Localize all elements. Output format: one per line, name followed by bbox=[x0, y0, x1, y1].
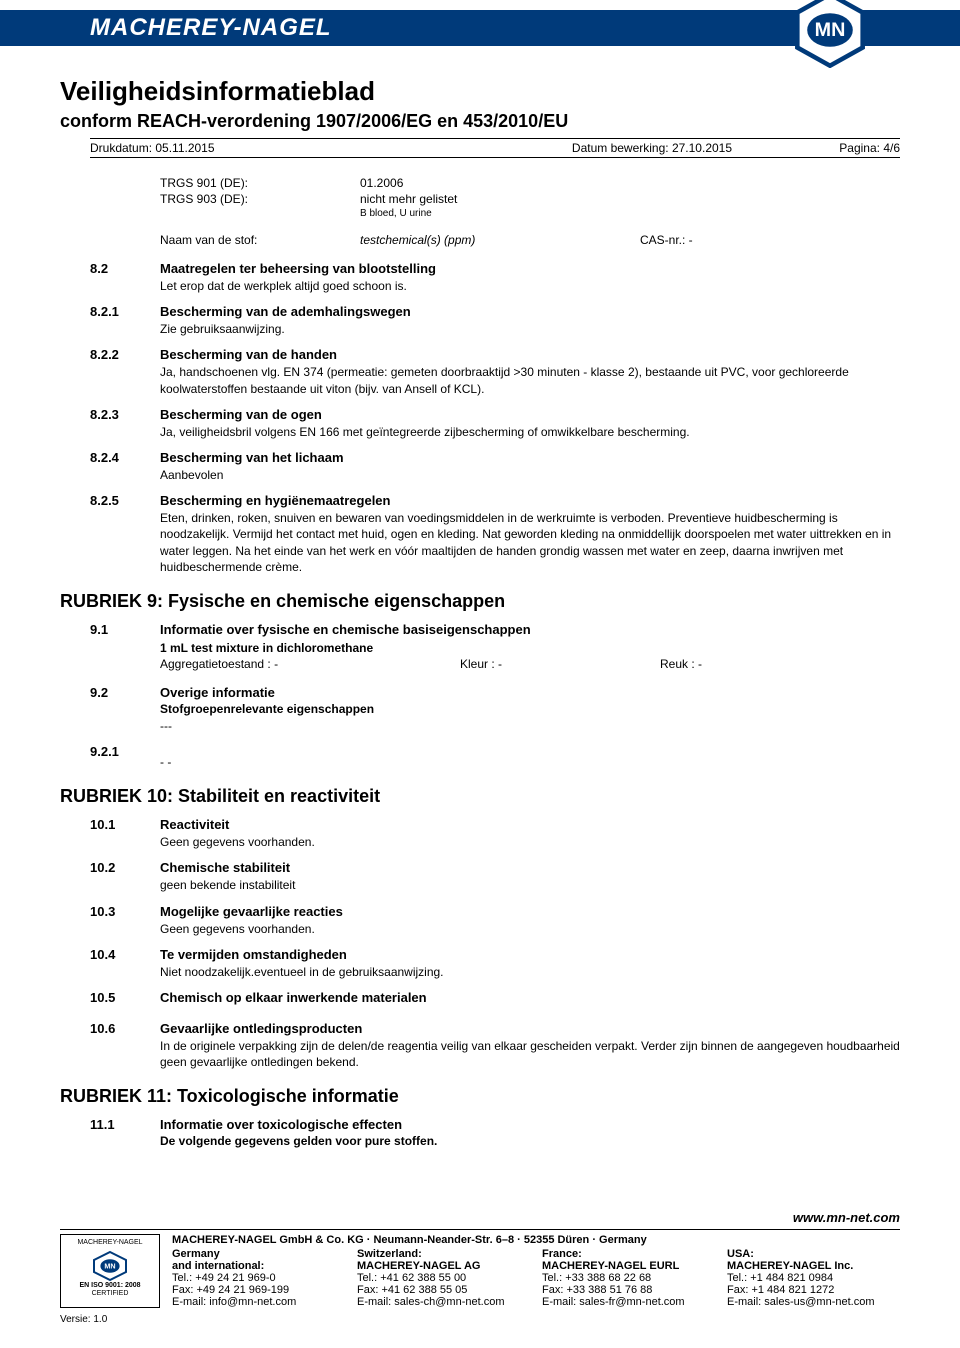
section-10-5: 10.5 Chemisch op elkaar inwerkende mater… bbox=[90, 990, 900, 1007]
page-number: Pagina: 4/6 bbox=[839, 141, 900, 155]
brand-name: MACHEREY-NAGEL bbox=[0, 14, 332, 42]
section-10-2: 10.2 Chemische stabiliteit geen bekende … bbox=[90, 860, 900, 893]
substance-label: Naam van de stof: bbox=[160, 233, 360, 247]
footer-grid: MACHEREY-NAGEL MN EN ISO 9001: 2008 CERT… bbox=[60, 1234, 900, 1308]
substance-cas: CAS-nr.: - bbox=[640, 233, 900, 247]
substance-value: testchemical(s) (ppm) bbox=[360, 233, 640, 247]
section-8-2-2: 8.2.2 Bescherming van de handen Ja, hand… bbox=[90, 347, 900, 396]
header-band: MACHEREY-NAGEL MN bbox=[0, 10, 960, 46]
footer-col: Germany and international: Tel.: +49 24 … bbox=[172, 1248, 345, 1308]
trgs901-label: TRGS 901 (DE): bbox=[160, 176, 360, 190]
rubriek-9-heading: RUBRIEK 9: Fysische en chemische eigensc… bbox=[60, 591, 900, 612]
trgs903-label: TRGS 903 (DE): bbox=[160, 192, 360, 206]
company-line: MACHEREY-NAGEL GmbH & Co. KG · Neumann-N… bbox=[172, 1234, 900, 1246]
section-10-4: 10.4 Te vermijden omstandigheden Niet no… bbox=[90, 947, 900, 980]
section-9-2-1: 9.2.1 - - bbox=[90, 744, 900, 770]
version-label: Versie: 1.0 bbox=[60, 1314, 930, 1325]
doc-subtitle: conform REACH-verordening 1907/2006/EG e… bbox=[60, 111, 930, 132]
section-10-3: 10.3 Mogelijke gevaarlijke reacties Geen… bbox=[90, 904, 900, 937]
doc-title: Veiligheidsinformatieblad bbox=[60, 76, 930, 107]
footer-col: USA: MACHEREY-NAGEL Inc. Tel.: +1 484 82… bbox=[727, 1248, 900, 1308]
trgs-block: TRGS 901 (DE): 01.2006 TRGS 903 (DE): ni… bbox=[160, 176, 900, 219]
footer-col: Switzerland: MACHEREY-NAGEL AG Tel.: +41… bbox=[357, 1248, 530, 1308]
trgs903-value: nicht mehr gelistet bbox=[360, 192, 900, 206]
footer-divider bbox=[60, 1229, 900, 1230]
svg-text:MN: MN bbox=[104, 1261, 115, 1270]
section-8-2-4: 8.2.4 Bescherming van het lichaam Aanbev… bbox=[90, 450, 900, 483]
edit-date: Datum bewerking: 27.10.2015 bbox=[465, 141, 840, 155]
substance-row: Naam van de stof: testchemical(s) (ppm) … bbox=[160, 233, 900, 247]
section-8-2-3: 8.2.3 Bescherming van de ogen Ja, veilig… bbox=[90, 407, 900, 440]
section-8-2-1: 8.2.1 Bescherming van de ademhalingswege… bbox=[90, 304, 900, 337]
footer-col: France: MACHEREY-NAGEL EURL Tel.: +33 38… bbox=[542, 1248, 715, 1308]
meta-row: Drukdatum: 05.11.2015 Datum bewerking: 2… bbox=[90, 138, 900, 158]
trgs903-note: B bloed, U urine bbox=[360, 208, 900, 219]
print-date: Drukdatum: 05.11.2015 bbox=[90, 141, 465, 155]
section-9-1: 9.1 Informatie over fysische en chemisch… bbox=[90, 622, 900, 671]
section-9-2: 9.2 Overige informatie Stofgroepenreleva… bbox=[90, 685, 900, 734]
section-11-1: 11.1 Informatie over toxicologische effe… bbox=[90, 1117, 900, 1150]
svg-text:MN: MN bbox=[815, 19, 846, 41]
section-10-6: 10.6 Gevaarlijke ontledingsproducten In … bbox=[90, 1021, 900, 1070]
footer-url: www.mn-net.com bbox=[30, 1210, 900, 1225]
section-8-2-5: 8.2.5 Bescherming en hygiënemaatregelen … bbox=[90, 493, 900, 575]
rubriek-10-heading: RUBRIEK 10: Stabiliteit en reactiviteit bbox=[60, 786, 900, 807]
rubriek-11-heading: RUBRIEK 11: Toxicologische informatie bbox=[60, 1086, 900, 1107]
section-10-1: 10.1 Reactiviteit Geen gegevens voorhand… bbox=[90, 817, 900, 850]
brand-logo: MN bbox=[790, 0, 870, 70]
section-8-2: 8.2 Maatregelen ter beheersing van bloot… bbox=[90, 261, 900, 294]
cert-badge: MACHEREY-NAGEL MN EN ISO 9001: 2008 CERT… bbox=[60, 1234, 160, 1308]
trgs901-value: 01.2006 bbox=[360, 176, 900, 190]
